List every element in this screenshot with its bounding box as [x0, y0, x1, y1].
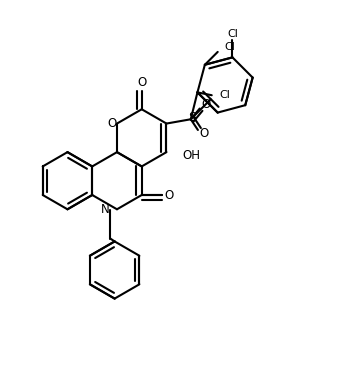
Text: OH: OH: [183, 149, 201, 162]
Text: Cl: Cl: [225, 42, 236, 51]
Text: O: O: [107, 117, 116, 130]
Text: N: N: [100, 203, 109, 216]
Text: O: O: [137, 76, 147, 89]
Text: Cl: Cl: [227, 29, 238, 39]
Text: O: O: [164, 188, 174, 202]
Text: Cl: Cl: [219, 90, 230, 100]
Text: O: O: [200, 127, 209, 140]
Text: S: S: [189, 111, 197, 124]
Text: O: O: [202, 99, 211, 112]
